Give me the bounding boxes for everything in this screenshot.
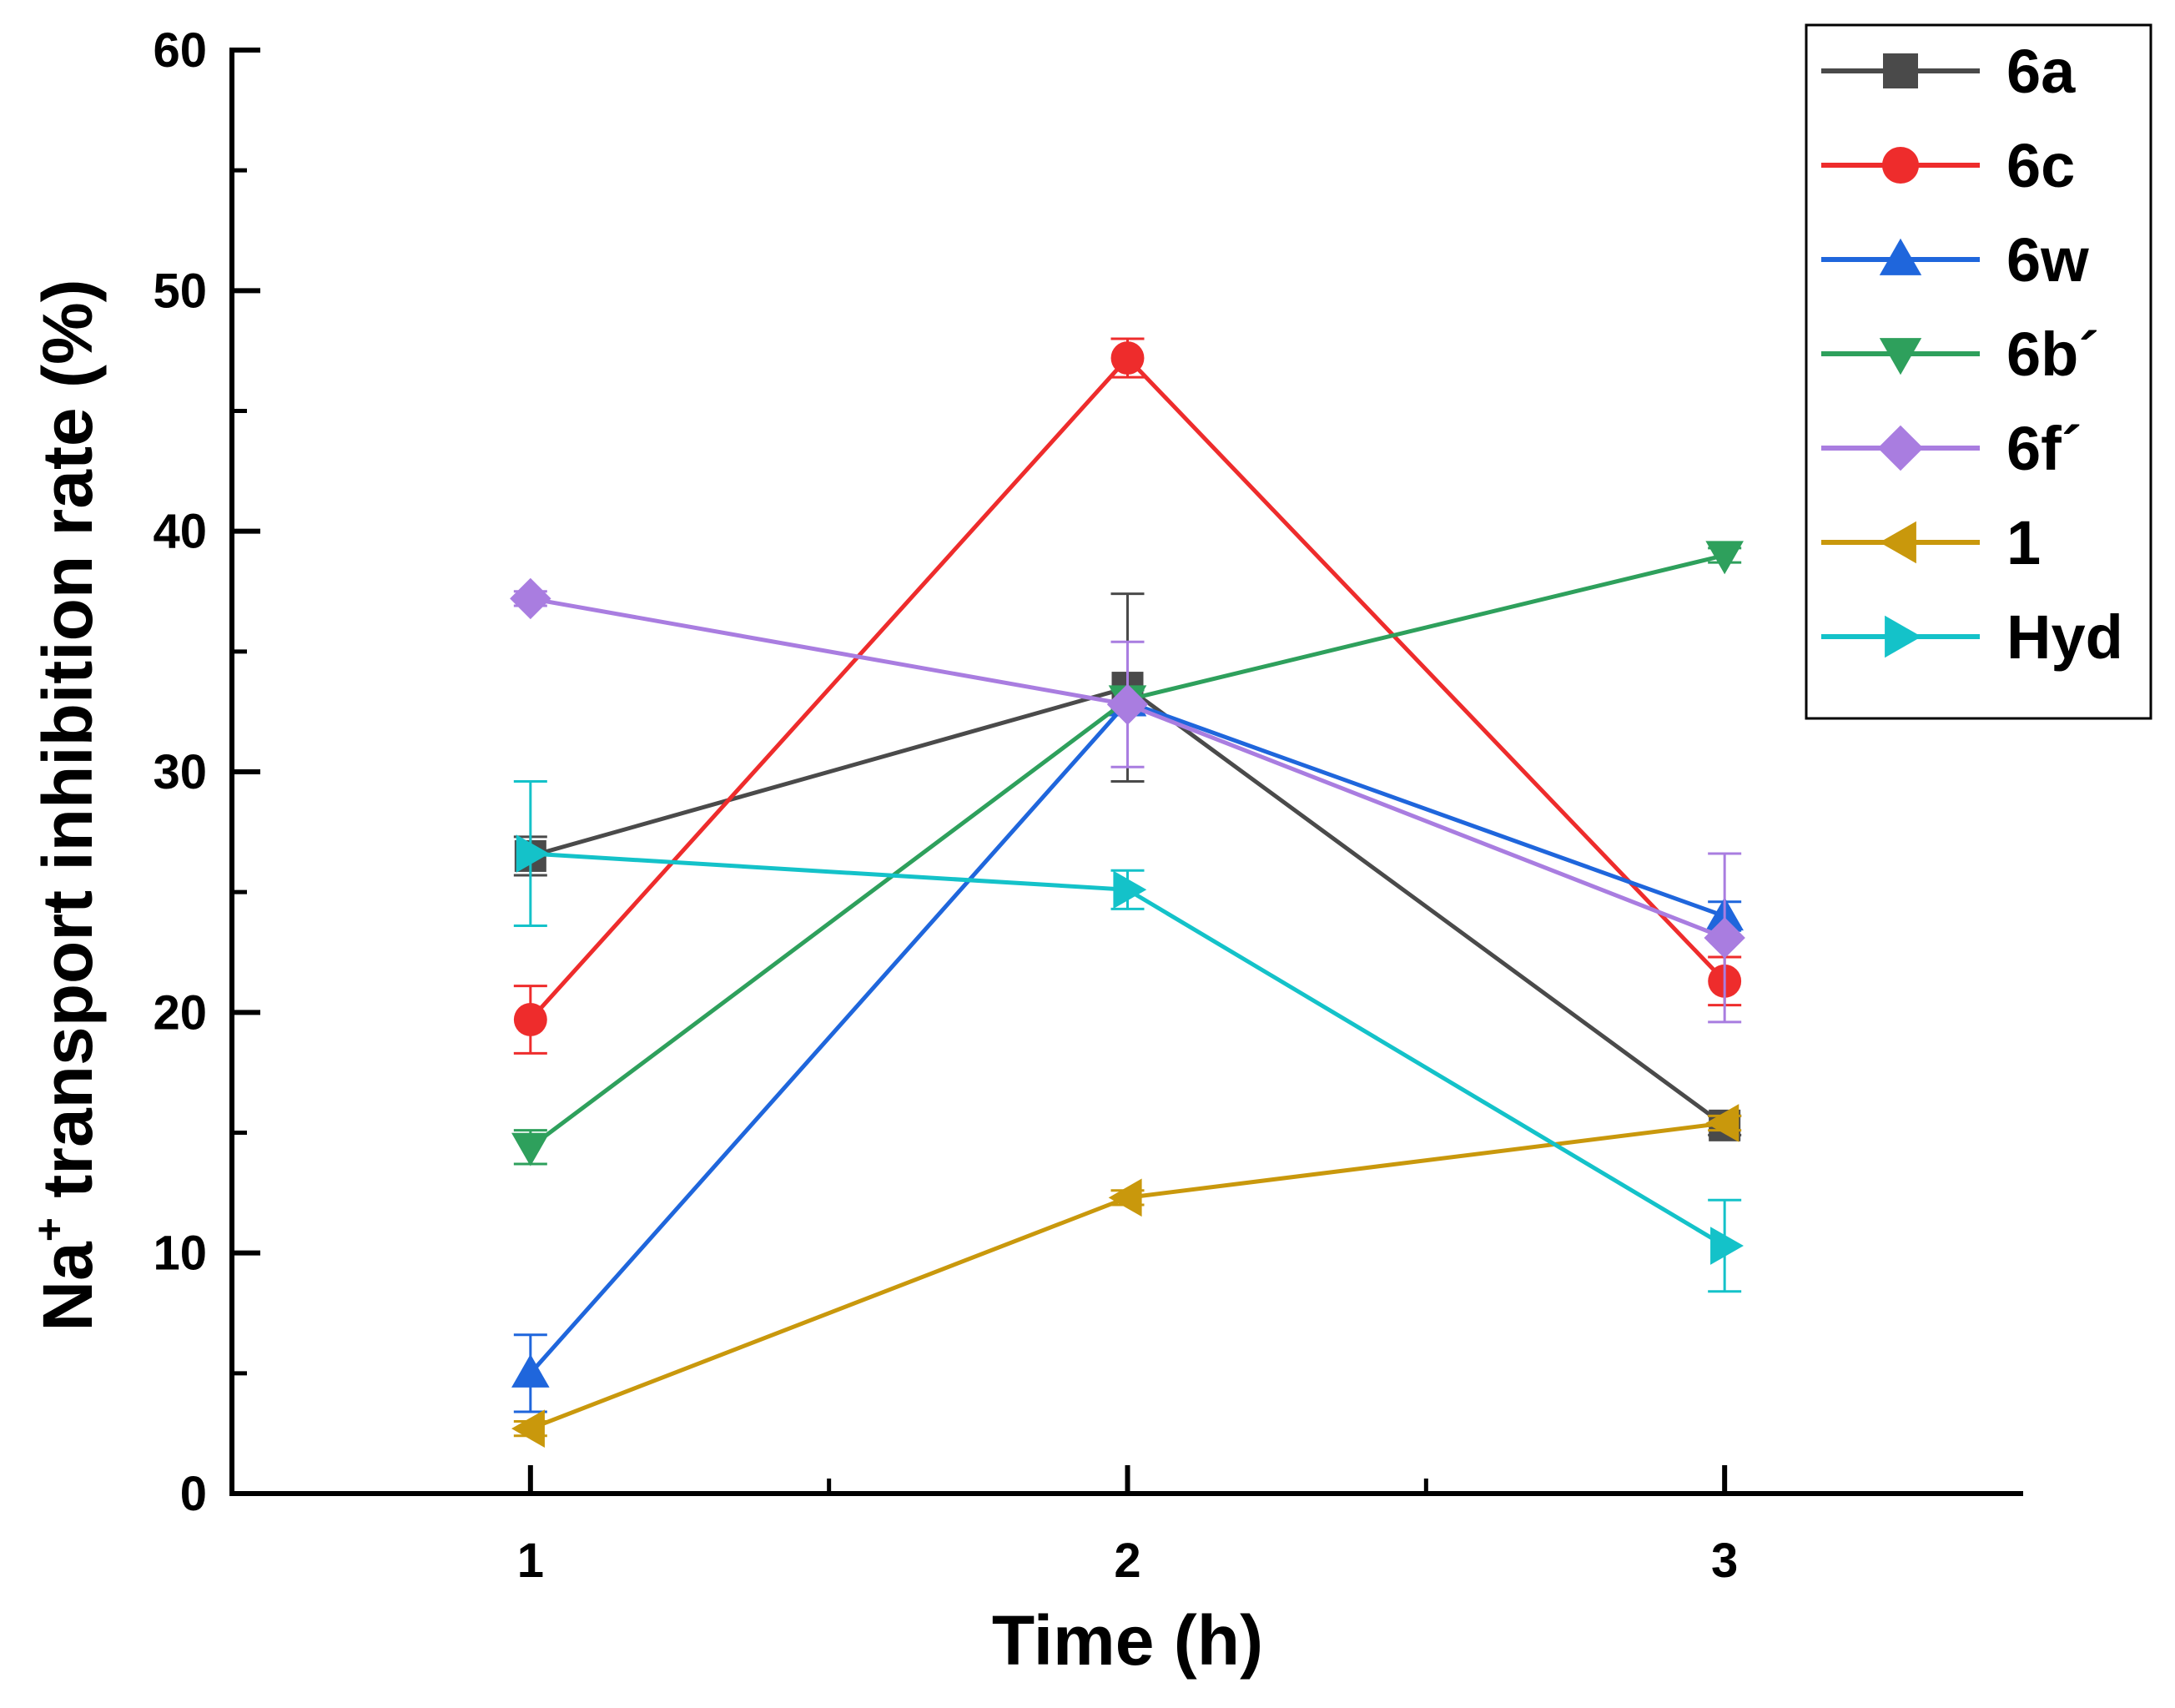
y-tick-label: 10 [153,1227,207,1281]
legend-entry: Hyd [1821,602,2123,672]
legend-label: Hyd [2006,602,2123,672]
series-1 [511,1104,1742,1448]
series-6f´ [510,577,1745,1024]
y-axis-title-superscript: + [26,1217,73,1242]
y-tick-label: 20 [153,985,207,1040]
marker-triangle-left [1108,1178,1142,1217]
legend-box [1805,23,2152,720]
x-axis-title: Time (h) [992,1601,1263,1680]
legend-entry: 1 [1821,508,2041,577]
series-line [528,699,1726,1375]
y-tick-label: 60 [153,23,207,78]
marker-circle [513,1003,547,1036]
series-Hyd [513,780,1744,1293]
marker-diamond [1704,917,1745,959]
marker-triangle-right [516,834,550,873]
legend-entry: 6c [1821,131,2075,200]
series-layer [510,337,1745,1448]
legend-label: 6a [2006,37,2076,106]
marker-triangle-up [511,1354,550,1388]
legend-label: 1 [2006,508,2041,577]
marker-diamond [1877,425,1924,471]
axes: 0 10 20 30 40 50 60 1 2 3 [153,23,2023,1588]
marker-circle [1110,341,1145,375]
marker-triangle-down [1879,338,1922,375]
marker-square [1883,53,1918,88]
y-ticks: 0 10 20 30 40 50 60 [153,23,260,1521]
y-tick-label: 30 [153,745,207,799]
y-axis-title: Na+ transport inhibition rate (%) [26,279,107,1331]
x-tick-label: 2 [1114,1534,1140,1588]
series-6w [511,683,1744,1413]
marker-triangle-left [1879,521,1916,564]
x-ticks: 1 2 3 [517,1465,1738,1588]
marker-triangle-down [1705,541,1744,575]
y-tick-label: 0 [180,1467,207,1521]
legend-label: 6b´ [2006,320,2099,389]
marker-triangle-right [1113,870,1147,909]
y-tick-label: 40 [153,505,207,559]
marker-triangle-left [511,1409,545,1448]
marker-circle [1881,146,1920,184]
legend-label: 6w [2006,225,2089,295]
legend-entry: 6f´ [1821,414,2082,483]
y-tick-label: 50 [153,264,207,318]
marker-triangle-up [1879,238,1922,275]
legend-label: 6f´ [2006,414,2082,483]
marker-triangle-left [1705,1104,1739,1142]
legend: 6a 6c 6w 6b´ 6f´ 1 Hyd [1805,23,2152,720]
marker-triangle-right [1885,615,1922,658]
legend-label: 6c [2006,131,2075,200]
marker-diamond [1106,683,1149,725]
legend-entry: 6w [1821,225,2089,295]
plot-area: 0 10 20 30 40 50 60 1 2 3 [153,23,2023,1588]
x-tick-label: 3 [1711,1534,1738,1588]
marker-triangle-right [1710,1227,1744,1265]
x-tick-label: 1 [517,1534,544,1588]
series-6c [513,337,1742,1055]
y-axis-title-suffix: transport inhibition rate (%) [28,279,107,1217]
y-axis-title-prefix: Na [28,1241,107,1332]
legend-entry: 6a [1821,37,2076,106]
marker-diamond [510,577,551,620]
marker-triangle-down [511,1132,550,1166]
legend-entry: 6b´ [1821,320,2099,389]
